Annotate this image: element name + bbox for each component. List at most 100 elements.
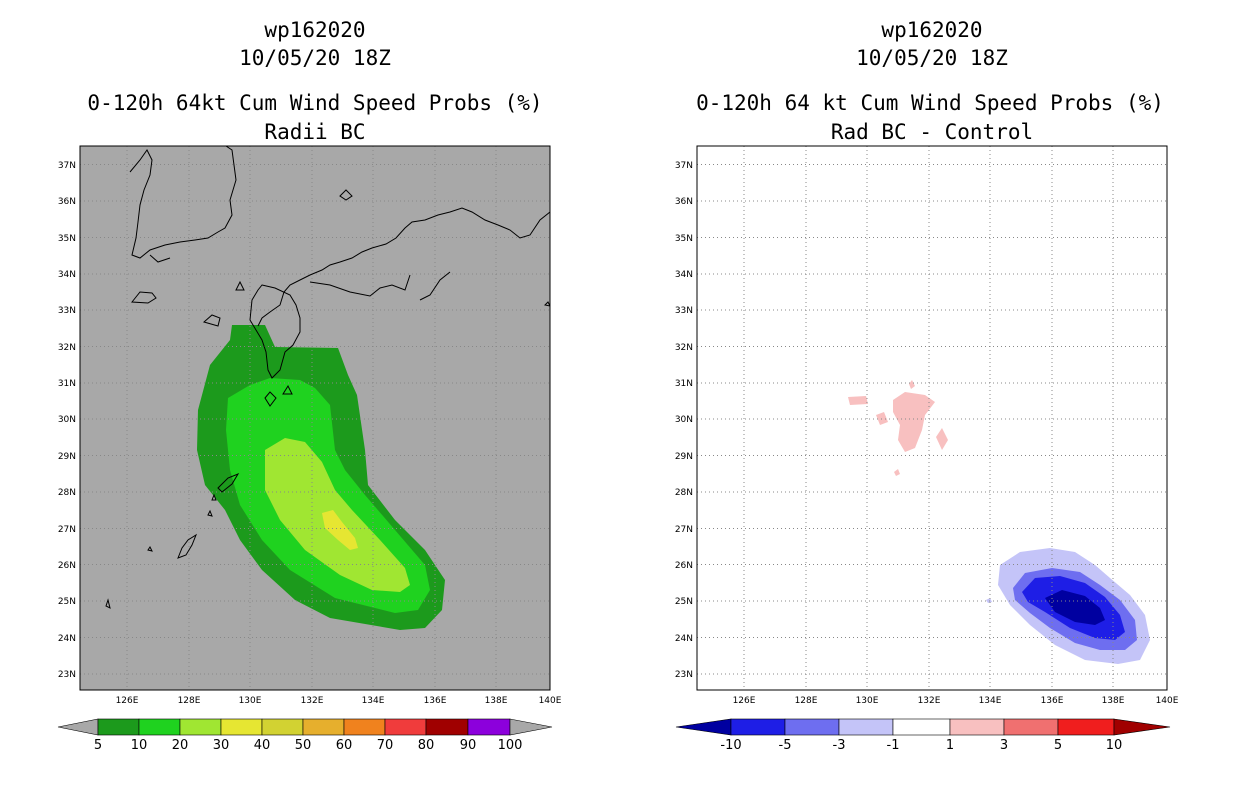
left-colorbar-swatch	[302, 718, 345, 736]
left-colorbar-low-arrow	[57, 718, 99, 736]
right-lat-label: 31N	[675, 379, 693, 389]
right-diff-neg-10	[1045, 590, 1105, 625]
left-colorbar-swatch	[261, 718, 304, 736]
right-colorbar-label: 10	[1106, 738, 1123, 753]
right-colorbar-label: 1	[946, 738, 954, 753]
right-colorbar-swatch	[1057, 718, 1115, 736]
right-diff-pos-patch	[894, 469, 900, 476]
right-lon-label: 138E	[1102, 696, 1125, 706]
right-colorbar-swatch	[949, 718, 1005, 736]
left-lat-label: 23N	[58, 670, 76, 680]
right-lat-label: 30N	[675, 415, 693, 425]
left-lat-label: 37N	[58, 161, 76, 171]
left-lat-label: 26N	[58, 561, 76, 571]
right-colorbar-label: -10	[720, 738, 741, 753]
left-map: 37N 36N 35N 34N 33N 32N 31N 30N 29N 28N …	[58, 145, 562, 706]
right-colorbar-labels: -10 -5 -3 -1 1 3 5 10	[720, 738, 1122, 753]
right-title: 0-120h 64 kt Cum Wind Speed Probs (%)	[696, 91, 1164, 115]
left-lon-label: 132E	[301, 696, 324, 706]
left-grid	[80, 146, 550, 690]
right-map: 37N 36N 35N 34N 33N 32N 31N 30N 29N 28N …	[675, 145, 1179, 706]
right-diff-pos-patch	[848, 396, 868, 405]
right-lat-label: 34N	[675, 270, 693, 280]
right-lat-label: 29N	[675, 452, 693, 462]
left-colorbar-label: 50	[295, 738, 312, 753]
left-coastlines	[105, 146, 550, 609]
right-colorbar-swatch	[730, 718, 786, 736]
right-lon-label: 134E	[979, 696, 1002, 706]
right-lat-label: 36N	[675, 197, 693, 207]
right-lat-label: 37N	[675, 161, 693, 171]
left-lat-label: 33N	[58, 306, 76, 316]
left-colorbar-label: 40	[254, 738, 271, 753]
left-lat-label: 29N	[58, 452, 76, 462]
left-lon-label: 128E	[178, 696, 201, 706]
right-lon-label: 136E	[1041, 696, 1064, 706]
right-diff-pos-patch	[909, 380, 915, 389]
right-colorbar-label: -1	[887, 738, 900, 753]
right-colorbar-low-arrow	[675, 718, 732, 736]
right-lat-label: 32N	[675, 343, 693, 353]
left-colorbar-swatch	[220, 718, 263, 736]
left-lat-label: 36N	[58, 197, 76, 207]
left-lat-label: 28N	[58, 488, 76, 498]
right-colorbar-swatch	[784, 718, 840, 736]
left-map-frame	[79, 145, 551, 691]
left-storm-id: wp162020	[264, 18, 366, 42]
right-lat-label: 25N	[675, 597, 693, 607]
left-colorbar-swatch	[384, 718, 427, 736]
left-colorbar-swatch	[343, 718, 386, 736]
right-lat-labels: 37N 36N 35N 34N 33N 32N 31N 30N 29N 28N …	[675, 161, 693, 680]
left-colorbar-label: 20	[172, 738, 189, 753]
left-lat-label: 32N	[58, 343, 76, 353]
right-colorbar	[675, 718, 1171, 736]
left-colorbar-high-arrow	[509, 718, 553, 736]
left-colorbar-swatch	[179, 718, 222, 736]
right-grid	[697, 146, 1167, 690]
left-colorbar-label: 90	[460, 738, 477, 753]
left-lon-label: 130E	[239, 696, 262, 706]
right-lat-label: 28N	[675, 488, 693, 498]
left-prob-30	[322, 510, 358, 550]
right-subtitle: Rad BC - Control	[830, 120, 1034, 144]
left-lon-labels: 126E 128E 130E 132E 134E 136E 138E 140E	[116, 696, 562, 706]
left-lon-label: 136E	[424, 696, 447, 706]
left-colorbar-labels: 5 10 20 30 40 50 60 70 80 90 100	[94, 738, 523, 753]
left-colorbar-label: 5	[94, 738, 102, 753]
right-difference-fill	[848, 380, 1150, 664]
left-probability-fill	[197, 325, 445, 630]
right-colorbar-swatch	[838, 718, 894, 736]
left-lat-label: 27N	[58, 525, 76, 535]
left-lon-label: 134E	[362, 696, 385, 706]
right-colorbar-label: -5	[779, 738, 792, 753]
left-lat-label: 24N	[58, 634, 76, 644]
right-lat-label: 27N	[675, 525, 693, 535]
left-lat-label: 25N	[58, 597, 76, 607]
right-lon-label: 140E	[1156, 696, 1179, 706]
right-lon-label: 128E	[795, 696, 818, 706]
right-lon-labels: 126E 128E 130E 132E 134E 136E 138E 140E	[733, 696, 1179, 706]
left-colorbar-swatch	[138, 718, 181, 736]
right-lat-label: 24N	[675, 634, 693, 644]
right-lon-label: 132E	[918, 696, 941, 706]
left-colorbar-label: 70	[377, 738, 394, 753]
right-colorbar-label: -3	[833, 738, 846, 753]
right-lat-label: 33N	[675, 306, 693, 316]
left-colorbar-label: 60	[336, 738, 353, 753]
right-lon-label: 130E	[856, 696, 879, 706]
right-colorbar-swatch	[1003, 718, 1059, 736]
left-colorbar-swatch	[467, 718, 511, 736]
left-colorbar-label: 10	[131, 738, 148, 753]
right-colorbar-label: 5	[1054, 738, 1062, 753]
left-colorbar	[57, 718, 553, 736]
left-subtitle: Radii BC	[264, 120, 366, 144]
left-title: 0-120h 64kt Cum Wind Speed Probs (%)	[87, 91, 543, 115]
right-lat-label: 35N	[675, 234, 693, 244]
left-lat-labels: 37N 36N 35N 34N 33N 32N 31N 30N 29N 28N …	[58, 161, 76, 680]
left-lon-label: 140E	[539, 696, 562, 706]
right-lat-label: 23N	[675, 670, 693, 680]
right-diff-pos-patch	[893, 392, 935, 452]
left-lon-label: 126E	[116, 696, 139, 706]
left-lat-label: 35N	[58, 234, 76, 244]
